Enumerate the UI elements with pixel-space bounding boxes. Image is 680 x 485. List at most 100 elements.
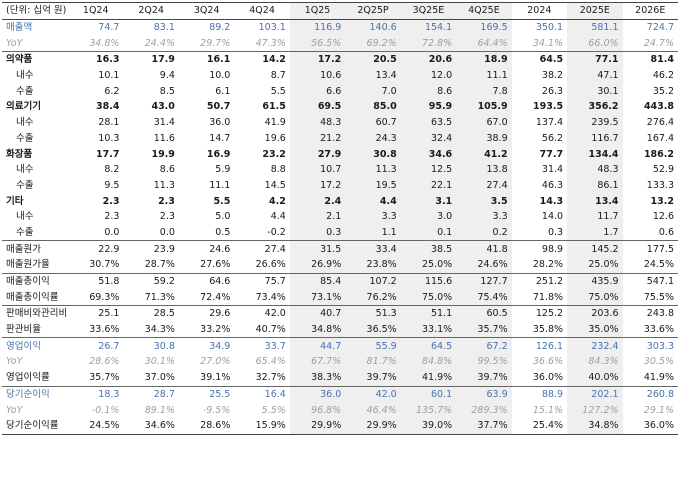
table-row: 매출원가율 30.7% 28.7% 27.6% 26.6% 26.9% 23.8% 25.0%… [2,257,678,274]
table-cell: 3.3 [456,208,512,225]
table-cell: 167.4 [646,132,674,144]
table-cell: -0.2 [267,226,286,238]
table-cell: 17.7 [96,148,120,160]
table-cell: 72.8% [400,35,457,52]
table-row: 내수 10.1 9.4 10.0 8.7 10.6 13.4 12.0 11.1 38.2 47.1… [2,67,678,84]
table-cell: 127.2% [567,402,623,418]
table-cell: 33.7 [234,337,290,355]
table-cell: 19.9 [151,148,175,160]
col-header: 2024 [511,2,568,20]
table-cell: 443.8 [643,101,674,113]
table-cell: 24.6 [178,240,235,257]
table-cell: 60.7 [345,114,401,131]
table-cell: 27.4 [456,177,512,194]
table-cell: 17.2 [289,51,346,68]
table-cell: 24.5% [643,259,674,271]
table-cell: 33.2% [200,324,231,336]
table-cell: 35.7% [456,321,512,338]
table-cell: 2.3 [104,211,120,223]
table-row: 판매비와관리비 25.1 28.5 29.6 42.0 40.7 51.3 51.1 60.5 1… [2,305,678,322]
table-cell: 27.4 [234,240,290,257]
table-cell: 71.8% [532,291,564,303]
table-cell: 38.5 [400,240,457,257]
table-cell: 41.9 [264,117,286,129]
table-row: 판관비율 33.6% 34.3% 33.2% 40.7% 34.8% 36.5% 33.1% 3… [2,321,678,338]
table-cell: 11.7 [567,208,623,225]
table-cell: 39.1% [200,372,231,384]
row-label: 수출 [16,85,34,97]
table-cell: 81.4 [622,51,678,68]
table-cell: 41.2 [456,146,512,162]
table-cell: 35.0% [567,321,623,338]
table-cell: 24.4% [144,37,175,49]
table-cell: 239.5 [567,114,623,131]
table-cell: 9.5 [104,179,120,191]
table-cell: 96.8% [289,402,346,418]
table-cell: 0.2 [456,224,512,241]
table-cell: 31.4 [153,117,175,129]
table-cell: 16.3 [68,51,124,68]
col-header: 4Q24 [234,2,290,20]
table-cell: 14.0 [541,211,564,223]
table-row: 영업이익 26.7 30.8 34.9 33.7 44.7 55.9 64.5 67.2 126.… [2,337,678,355]
table-cell: 11.1 [456,67,512,84]
table-cell: 10.0 [209,70,231,82]
table-cell: 2.3 [102,195,120,207]
table-cell: 140.6 [345,19,401,36]
table-cell: 84.3% [567,354,623,370]
table-cell: 28.5 [123,305,179,322]
table-cell: 30.8 [345,146,401,162]
table-cell: 137.4 [535,117,564,129]
table-cell: 145.2 [567,240,623,257]
table-row: 수출 9.5 11.3 11.1 14.5 17.2 19.5 22.1 27.4 46.3 86.… [2,177,678,194]
table-cell: 32.4 [400,130,457,147]
table-cell: 13.4 [567,193,623,209]
table-cell: 50.7 [206,101,231,113]
table-cell: 74.7 [98,22,120,34]
table-cell: 16.9 [206,148,231,160]
table-cell: 24.5% [68,417,124,435]
table-cell: 36.0 [289,385,346,403]
table-cell: 17.2 [289,177,346,194]
row-label: 매출원가율 [6,259,50,271]
table-cell: 38.9 [456,130,512,147]
table-cell: 55.9 [345,337,401,355]
table-cell: 107.2 [345,272,401,290]
table-cell: 24.3 [345,130,401,147]
table-row: 내수 28.1 31.4 36.0 41.9 48.3 60.7 63.5 67.0 137.4 2… [2,114,678,131]
table-cell: 4.4 [270,211,286,223]
table-cell: 356.2 [567,99,623,115]
table-cell: 7.0 [345,83,401,100]
table-cell: 17.9 [123,51,179,68]
table-cell: 47.3% [255,37,286,49]
row-label: 내수 [16,117,34,129]
table-cell: 203.6 [567,305,623,322]
table-cell: 24.6% [456,257,512,274]
table-cell: 2.3 [158,195,175,207]
row-label: YoY [6,404,23,416]
table-cell: 12.5 [400,161,457,178]
table-cell: 28.7% [144,259,175,271]
table-cell: 0.6 [658,226,674,238]
table-cell: 177.5 [622,240,678,257]
table-cell: 21.2 [289,130,346,147]
table-cell: 69.3% [89,291,120,303]
table-cell: 34.3% [144,324,175,336]
table-cell: 85.0 [345,99,401,115]
table-cell: 34.8% [89,37,120,49]
table-cell: 169.5 [456,19,512,36]
table-row: 매출총이익 51.8 59.2 64.6 75.7 85.4 107.2 115.6 127.7… [2,272,678,290]
table-row: 기타 2.3 2.3 5.5 4.2 2.4 4.4 3.1 3.5 14.3 13.4 13.2 [2,193,678,209]
table-cell: 29.9% [345,417,401,435]
row-label: 수출 [16,226,34,238]
table-row: 의료기기 38.4 43.0 50.7 61.5 69.5 85.0 95.9 105.9 193… [2,99,678,115]
row-label: YoY [6,356,23,368]
table-row: 매출총이익률 69.3% 71.3% 72.4% 73.4% 73.1% 76.2% 75.0… [2,289,678,306]
table-cell: 65.4% [255,356,286,368]
col-header: 2Q25P [345,2,401,20]
table-cell: 0.5 [215,226,231,238]
table-cell: 10.7 [289,161,346,178]
row-label: 매출원가 [2,240,68,257]
table-cell: 42.0 [234,305,290,322]
